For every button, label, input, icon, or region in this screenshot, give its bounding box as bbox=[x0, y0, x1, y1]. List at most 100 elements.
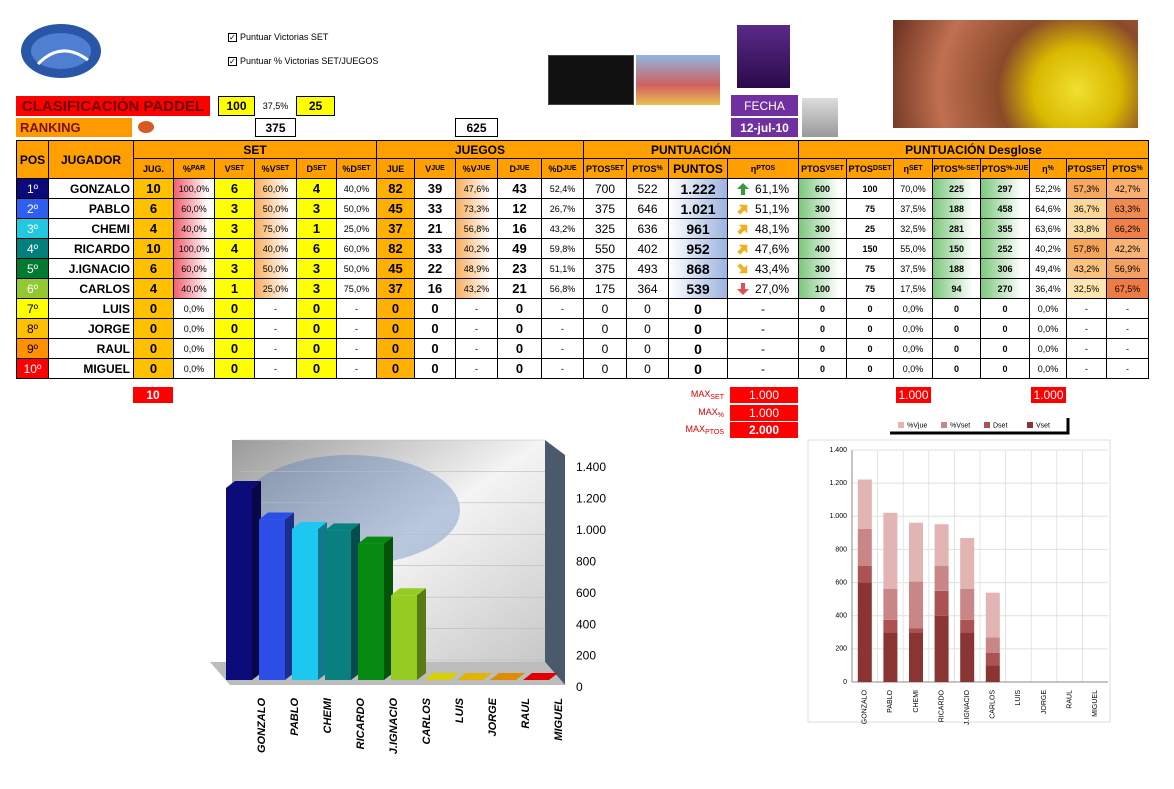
legend-label: %Vset bbox=[950, 422, 970, 429]
max-sub: PTOS bbox=[705, 429, 724, 436]
atp-logo bbox=[21, 24, 101, 78]
legend-label: Dset bbox=[993, 422, 1007, 429]
header-subscript: SET bbox=[610, 165, 624, 172]
bar-top bbox=[325, 523, 360, 531]
players-count: 10 bbox=[133, 387, 173, 403]
max-label: MAXSET bbox=[691, 389, 724, 401]
chart-panel bbox=[807, 439, 1111, 723]
option[interactable]: ✓ Puntuar % Victorias SET/JUEGOS bbox=[228, 56, 378, 66]
header-text: PTOS bbox=[933, 163, 958, 174]
bar-top bbox=[490, 673, 525, 680]
value-cell: 25 bbox=[296, 96, 335, 116]
trend-icon bbox=[737, 262, 748, 273]
max-text: MAX bbox=[690, 389, 711, 399]
y-tick-label: 1.000 bbox=[829, 513, 847, 520]
legend-border bbox=[890, 418, 1070, 435]
option[interactable]: ✓ Puntuar Victorias SET bbox=[228, 32, 328, 42]
bar-side bbox=[318, 521, 327, 680]
bar-top bbox=[457, 673, 492, 680]
header-text: η bbox=[903, 163, 909, 174]
max-text: MAX bbox=[698, 406, 718, 417]
bar-side bbox=[384, 536, 393, 680]
header-subscript: % bbox=[656, 165, 663, 172]
bar-segment bbox=[934, 566, 949, 591]
bar-segment bbox=[909, 581, 923, 629]
max-value: 1.000 bbox=[730, 387, 798, 403]
header-subscript: SET bbox=[1091, 165, 1106, 172]
bar-segment bbox=[883, 512, 898, 589]
bar-side bbox=[351, 523, 360, 680]
legend-box bbox=[890, 418, 1068, 433]
legend-swatch bbox=[941, 422, 947, 428]
bar bbox=[259, 519, 285, 680]
max-text: MAX bbox=[685, 424, 706, 434]
max-value: 1.000 bbox=[730, 404, 798, 421]
ranking-label: RANKING bbox=[16, 118, 132, 137]
bar-segment bbox=[857, 566, 872, 583]
date-label: FECHA bbox=[731, 95, 798, 116]
y-tick-label: 800 bbox=[576, 554, 596, 568]
bar-segment bbox=[883, 619, 898, 633]
x-tick-label: PABLO bbox=[887, 689, 894, 712]
checkbox[interactable]: ✓ bbox=[228, 32, 237, 42]
bar-side bbox=[285, 512, 294, 680]
legend-swatch bbox=[984, 422, 990, 428]
value-cell: 37,5% bbox=[262, 101, 289, 111]
bar-segment bbox=[960, 632, 975, 682]
x-tick-label: JORGE bbox=[487, 697, 499, 736]
trend-icon bbox=[737, 224, 748, 235]
trend-arrow bbox=[736, 182, 749, 195]
bar bbox=[292, 528, 318, 680]
trend-icon bbox=[737, 204, 748, 215]
bar-segment bbox=[985, 653, 1000, 666]
header-text: PTOS bbox=[848, 163, 873, 174]
header-subscript: JUE bbox=[515, 165, 530, 172]
y-tick-label: 200 bbox=[576, 649, 596, 663]
header-subscript: JUE bbox=[431, 165, 445, 172]
y-tick-label: 0 bbox=[576, 680, 583, 694]
cell-text: 51,1% bbox=[754, 201, 790, 216]
y-tick-label: 1.200 bbox=[576, 492, 606, 506]
x-tick-label: RAUL bbox=[1066, 690, 1073, 709]
legend-swatch bbox=[1027, 422, 1033, 428]
header-text: D bbox=[509, 163, 516, 174]
legend-label: %Vjue bbox=[907, 422, 927, 429]
x-tick-label: PABLO bbox=[289, 698, 301, 736]
x-tick-label: JORGE bbox=[1041, 690, 1048, 714]
header-text: %V bbox=[261, 163, 276, 174]
side-wall bbox=[545, 440, 565, 685]
y-tick-label: 0 bbox=[843, 679, 847, 686]
sheet-title: CLASIFICACIÓN PADDEL bbox=[16, 96, 210, 116]
date-value: 12-jul-10 bbox=[731, 118, 798, 137]
x-tick-label: GONZALO bbox=[862, 689, 869, 724]
checkbox[interactable]: ✓ bbox=[228, 56, 237, 66]
bar-segment bbox=[934, 590, 949, 616]
x-tick-label: LUIS bbox=[1015, 690, 1022, 706]
header-text: D bbox=[306, 163, 313, 174]
column-header: PUNTOS bbox=[668, 158, 728, 179]
header-subscript: PAR bbox=[190, 165, 206, 172]
header-subscript: SET bbox=[275, 165, 290, 172]
cell-text: 61,1% bbox=[754, 181, 790, 196]
bar-segment bbox=[934, 615, 949, 682]
y-tick-label: 1.400 bbox=[829, 447, 847, 454]
y-tick-label: 600 bbox=[576, 586, 596, 600]
x-tick-label: CHEMI bbox=[913, 690, 920, 713]
column-header: PTOS% bbox=[1106, 158, 1149, 179]
header-subscript: %-JUE bbox=[1006, 165, 1029, 172]
bar-segment bbox=[985, 665, 1000, 682]
option-label: Puntuar Victorias SET bbox=[240, 32, 329, 42]
trend-arrow bbox=[736, 282, 749, 295]
max-sub: SET bbox=[710, 394, 724, 401]
header-text: %V bbox=[462, 163, 477, 174]
cell-text: 43,4% bbox=[754, 261, 790, 276]
bar-segment bbox=[985, 592, 1000, 638]
legend-swatch bbox=[898, 422, 904, 428]
cell-text: 27,0% bbox=[754, 281, 790, 296]
y-tick-label: 1.200 bbox=[829, 480, 847, 487]
bar-segment bbox=[960, 537, 975, 589]
y-tick-label: 400 bbox=[576, 617, 596, 631]
bar bbox=[226, 487, 252, 680]
bar-top bbox=[292, 521, 327, 529]
